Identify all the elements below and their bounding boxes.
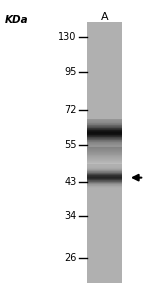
Bar (87, 185, 122, 186)
Bar (87, 119, 122, 120)
Bar (87, 152, 122, 153)
Bar (87, 154, 122, 155)
Bar (87, 160, 122, 161)
Bar (87, 187, 122, 188)
Bar (87, 172, 122, 173)
Bar (87, 170, 122, 171)
Bar (87, 179, 122, 180)
Bar (87, 120, 122, 121)
Bar (87, 139, 122, 140)
Bar (87, 145, 122, 146)
Text: 55: 55 (64, 140, 76, 150)
Bar (87, 176, 122, 177)
Bar (87, 183, 122, 184)
Text: 26: 26 (64, 253, 76, 263)
Bar (87, 174, 122, 175)
Bar (87, 167, 122, 168)
Text: 34: 34 (64, 211, 76, 221)
Bar (87, 133, 122, 134)
Bar (87, 136, 122, 137)
Bar (87, 128, 122, 129)
Text: A: A (101, 12, 108, 22)
Bar (87, 137, 122, 138)
Text: 43: 43 (64, 177, 76, 187)
Bar (87, 168, 122, 169)
Text: KDa: KDa (4, 15, 28, 25)
Text: 95: 95 (64, 68, 76, 77)
Bar (87, 156, 122, 157)
Bar (87, 138, 122, 139)
Bar (87, 171, 122, 172)
Bar (87, 159, 122, 160)
Bar (87, 149, 122, 150)
Bar (87, 153, 122, 154)
Bar (87, 140, 122, 141)
Bar (87, 173, 122, 174)
Bar (87, 180, 122, 181)
Bar (87, 151, 122, 152)
Bar (87, 177, 122, 178)
Bar (87, 125, 122, 126)
Bar (87, 178, 122, 179)
Bar (87, 121, 122, 122)
Bar (87, 184, 122, 185)
Bar (87, 131, 122, 132)
Bar (87, 163, 122, 164)
Bar (87, 127, 122, 128)
Bar (87, 22, 122, 283)
Bar (87, 141, 122, 142)
Bar (87, 175, 122, 176)
Bar (87, 122, 122, 123)
Bar (87, 158, 122, 159)
Bar (87, 144, 122, 145)
Bar (87, 169, 122, 170)
Bar (87, 132, 122, 133)
Text: 130: 130 (58, 32, 76, 42)
Bar (87, 124, 122, 125)
Bar (87, 188, 122, 189)
Bar (87, 142, 122, 143)
Bar (87, 126, 122, 127)
Text: 72: 72 (64, 105, 76, 115)
Bar (87, 146, 122, 147)
Bar (87, 182, 122, 183)
Bar (87, 157, 122, 158)
Bar (87, 150, 122, 151)
Bar (87, 143, 122, 144)
Bar (87, 147, 122, 148)
Bar (87, 134, 122, 135)
Bar (87, 130, 122, 131)
Bar (87, 148, 122, 149)
Bar (87, 186, 122, 187)
Bar (87, 162, 122, 163)
Bar (87, 129, 122, 130)
Bar (87, 135, 122, 136)
Bar (87, 181, 122, 182)
Bar (87, 123, 122, 124)
Bar (87, 166, 122, 167)
Bar (87, 161, 122, 162)
Bar (87, 155, 122, 156)
